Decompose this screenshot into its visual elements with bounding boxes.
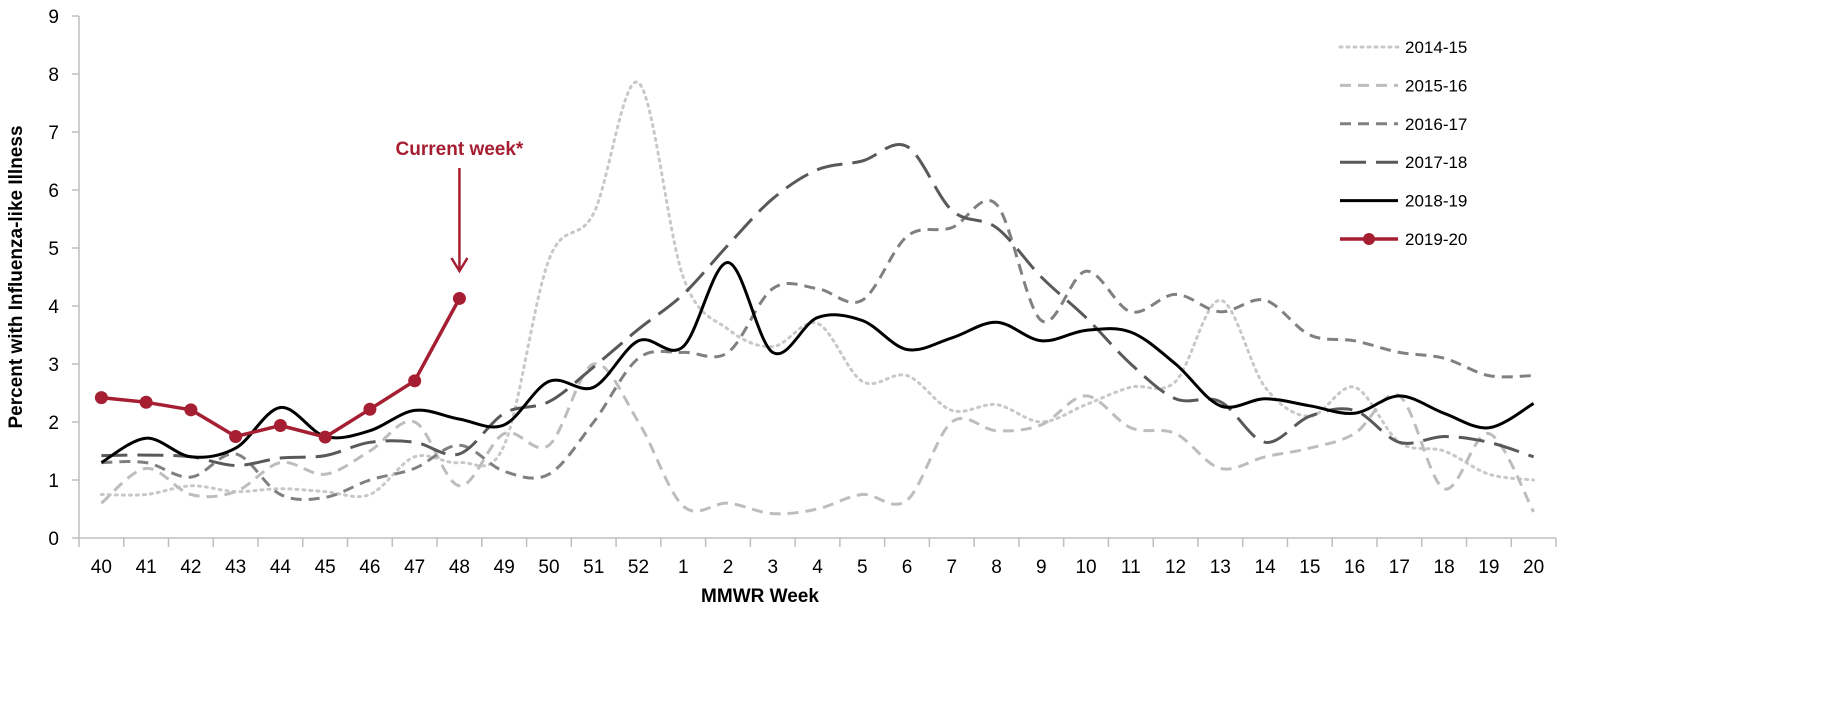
y-tick-label: 8 bbox=[48, 65, 59, 86]
x-tick-label: 17 bbox=[1389, 557, 1410, 578]
x-tick-label: 42 bbox=[180, 557, 201, 578]
series-2014-15 bbox=[99, 80, 1536, 499]
x-tick-label: 16 bbox=[1344, 557, 1365, 578]
series-2018-19 bbox=[100, 261, 1535, 464]
data-point-2019-20-40 bbox=[94, 391, 108, 405]
y-tick-label: 3 bbox=[48, 355, 59, 376]
x-tick-label: 18 bbox=[1434, 557, 1455, 578]
y-tick-label: 7 bbox=[48, 123, 59, 144]
legend-item-2018-19: 2018-19 bbox=[1340, 192, 1467, 211]
y-tick-label: 6 bbox=[48, 181, 59, 202]
x-tick-label: 11 bbox=[1121, 557, 1141, 578]
x-tick-label: 2 bbox=[723, 557, 734, 578]
data-point-2019-20-44 bbox=[273, 418, 287, 432]
x-tick-label: 45 bbox=[315, 557, 336, 578]
y-tick-label: 9 bbox=[48, 7, 59, 28]
data-point-2019-20-43 bbox=[229, 430, 243, 443]
x-tick-label: 1 bbox=[678, 557, 689, 578]
legend-item-2017-18: 2017-18 bbox=[1340, 153, 1467, 172]
y-tick-label: 5 bbox=[48, 239, 59, 260]
x-tick-label: 8 bbox=[991, 557, 1002, 578]
y-axis-title: Percent with Influenza-like Illness bbox=[6, 125, 27, 428]
x-tick-label: 3 bbox=[767, 557, 778, 578]
series-2017-18 bbox=[101, 143, 1535, 468]
series-2016-17 bbox=[101, 199, 1534, 502]
legend: 2014-15 2015-16 2016-17 2017-18 2018-19 2019-… bbox=[1338, 38, 1467, 249]
series-line-2017-18 bbox=[101, 143, 1535, 468]
x-tick-label: 51 bbox=[583, 557, 604, 578]
series-line-2016-17 bbox=[101, 199, 1534, 502]
data-point-2019-20-47 bbox=[408, 374, 422, 388]
y-tick-label: 4 bbox=[48, 297, 59, 318]
x-axis-title: MMWR Week bbox=[701, 586, 819, 607]
x-tick-label: 13 bbox=[1210, 557, 1231, 578]
series-layer bbox=[94, 80, 1536, 516]
legend-marker-2019-20 bbox=[1363, 233, 1375, 245]
x-tick-label: 40 bbox=[91, 557, 112, 578]
x-tick-label: 20 bbox=[1523, 557, 1544, 578]
series-line-2019-20 bbox=[101, 297, 461, 439]
y-tick-label: 1 bbox=[48, 471, 59, 492]
x-tick-label: 52 bbox=[628, 557, 649, 578]
x-tick-label: 47 bbox=[404, 557, 425, 578]
x-tick-label: 49 bbox=[494, 557, 515, 578]
data-point-2019-20-48 bbox=[452, 291, 466, 305]
series-2019-20 bbox=[94, 291, 466, 444]
x-tick-label: 41 bbox=[136, 557, 157, 578]
x-tick-label: 12 bbox=[1165, 557, 1186, 578]
legend-label-2014-15: 2014-15 bbox=[1405, 38, 1467, 57]
legend-label-2016-17: 2016-17 bbox=[1405, 115, 1467, 134]
data-point-2019-20-46 bbox=[363, 402, 377, 416]
x-tick-label: 44 bbox=[270, 557, 292, 578]
x-tick-label: 19 bbox=[1478, 557, 1499, 578]
annotation-arrow-head-icon bbox=[450, 257, 469, 274]
legend-label-2015-16: 2015-16 bbox=[1405, 76, 1467, 95]
series-line-2018-19 bbox=[100, 261, 1535, 464]
legend-label-2019-20: 2019-20 bbox=[1405, 230, 1467, 249]
data-point-2019-20-42 bbox=[184, 403, 198, 417]
x-tick-label: 50 bbox=[538, 557, 559, 578]
data-point-2019-20-41 bbox=[139, 395, 153, 409]
x-tick-label: 43 bbox=[225, 557, 246, 578]
annotation-current-week: Current week* bbox=[396, 139, 524, 160]
x-tick-label: 7 bbox=[946, 557, 957, 578]
x-tick-label: 9 bbox=[1036, 557, 1047, 578]
data-point-2019-20-45 bbox=[318, 430, 332, 444]
y-tick-label: 2 bbox=[48, 413, 59, 434]
x-tick-label: 6 bbox=[902, 557, 913, 578]
x-tick-label: 14 bbox=[1255, 557, 1277, 578]
series-line-2014-15 bbox=[99, 80, 1536, 499]
annotation-layer: Current week* bbox=[396, 139, 524, 274]
legend-label-2017-18: 2017-18 bbox=[1405, 153, 1467, 172]
x-tick-label: 46 bbox=[359, 557, 380, 578]
series-2015-16 bbox=[100, 362, 1535, 516]
legend-item-2014-15: 2014-15 bbox=[1338, 38, 1467, 57]
legend-label-2018-19: 2018-19 bbox=[1405, 192, 1467, 211]
x-tick-label: 4 bbox=[812, 557, 823, 578]
series-line-2015-16 bbox=[100, 362, 1535, 516]
legend-item-2015-16: 2015-16 bbox=[1340, 76, 1467, 95]
x-tick-label: 15 bbox=[1299, 557, 1320, 578]
x-tick-label: 5 bbox=[857, 557, 868, 578]
legend-item-2019-20: 2019-20 bbox=[1340, 230, 1467, 249]
x-tick-label: 48 bbox=[449, 557, 470, 578]
x-tick-label: 10 bbox=[1075, 557, 1096, 578]
legend-item-2016-17: 2016-17 bbox=[1340, 115, 1467, 134]
y-tick-label: 0 bbox=[48, 529, 59, 550]
